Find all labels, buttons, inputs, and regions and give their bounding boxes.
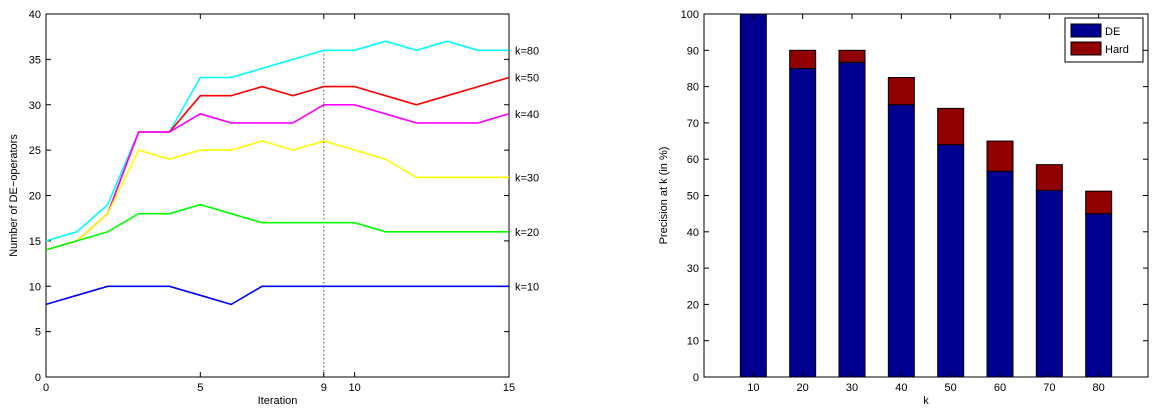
legend-label-hard: Hard (1105, 44, 1129, 56)
y-tick-label: 40 (687, 227, 699, 239)
bar-hard-k30 (838, 49, 866, 63)
line-chart: 0 5 10 15 20 25 30 35 40 0 5 9 10 15 k=80 k=50 k=40 k=3… (8, 9, 539, 407)
x-tick-label: 20 (797, 382, 809, 394)
line-chart-x-axis-label: Iteration (258, 395, 298, 407)
y-tick-label: 0 (35, 372, 41, 384)
series-label-k-20: k=20 (515, 227, 539, 239)
series-line-k-80 (45, 40, 509, 242)
series-line-k-30 (45, 140, 509, 251)
y-tick-label: 90 (687, 45, 699, 57)
y-tick-label: 30 (29, 100, 41, 112)
series-label-k-40: k=40 (515, 109, 539, 121)
line-chart-x-ticks: 0 5 9 10 15 (43, 14, 515, 394)
bar-de-k60 (986, 170, 1014, 378)
x-tick-label: 30 (846, 382, 858, 394)
line-chart-series-labels: k=80 k=50 k=40 k=30 k=20 k=10 (515, 45, 539, 293)
x-tick-label: 70 (1043, 382, 1055, 394)
bar-chart-legend: DE Hard (1064, 17, 1144, 63)
bar-hard-k70 (1035, 164, 1063, 191)
bar-de-k10 (739, 13, 767, 378)
bar-chart-y-ticks: 0 10 20 30 40 50 60 70 80 90 100 (681, 9, 1148, 384)
bar-hard-k60 (986, 140, 1014, 172)
x-tick-label: 80 (1093, 382, 1105, 394)
legend-swatch-hard (1070, 41, 1102, 56)
bar-de-k50 (937, 144, 965, 378)
x-tick-label: 15 (503, 382, 515, 394)
bar-de-k70 (1035, 189, 1063, 378)
y-tick-label: 5 (35, 327, 41, 339)
series-label-k-10: k=10 (515, 281, 539, 293)
x-tick-label: 50 (945, 382, 957, 394)
bar-hard-k50 (937, 107, 965, 146)
x-tick-label: 60 (994, 382, 1006, 394)
y-tick-label: 10 (29, 281, 41, 293)
y-tick-label: 35 (29, 54, 41, 66)
y-tick-label: 15 (29, 236, 41, 248)
bar-chart-x-ticks: 10 20 30 40 50 60 70 80 (747, 14, 1105, 394)
y-tick-label: 0 (693, 372, 699, 384)
bar-de-k40 (887, 104, 915, 378)
bar-de-k80 (1085, 213, 1113, 378)
y-tick-label: 50 (687, 191, 699, 203)
line-chart-series (45, 40, 510, 306)
bar-chart-bars (739, 13, 1113, 378)
line-chart-axes-box (45, 13, 510, 378)
bar-chart-y-axis-label: Precision at k (in %) (658, 147, 670, 245)
series-line-k-40 (45, 104, 510, 251)
bar-hard-k80 (1085, 190, 1113, 215)
y-tick-label: 80 (687, 82, 699, 94)
line-chart-y-axis-label: Number of DE−operators (8, 134, 20, 257)
bar-de-k20 (789, 67, 817, 378)
x-tick-label: 40 (895, 382, 907, 394)
series-label-k-80: k=80 (515, 45, 539, 57)
y-tick-label: 20 (687, 299, 699, 311)
y-tick-label: 10 (687, 336, 699, 348)
bar-chart-x-axis-label: k (923, 395, 929, 407)
line-chart-y-ticks: 0 5 10 15 20 25 30 35 40 (29, 9, 509, 384)
bar-chart-axes-border (703, 13, 1149, 378)
series-label-k-30: k=30 (515, 172, 539, 184)
bar-chart-axes-box (703, 13, 1149, 378)
series-line-k-20 (45, 203, 509, 251)
bar-hard-k20 (789, 49, 817, 69)
y-tick-label: 60 (687, 154, 699, 166)
series-line-k-10 (45, 285, 509, 306)
y-tick-label: 100 (681, 9, 699, 21)
series-label-k-50: k=50 (515, 73, 539, 85)
x-tick-label: 10 (747, 382, 759, 394)
y-tick-label: 30 (687, 263, 699, 275)
x-tick-label: 0 (43, 382, 49, 394)
legend-swatch-de (1070, 23, 1102, 38)
bar-hard-k40 (887, 77, 915, 106)
x-tick-label: 10 (349, 382, 361, 394)
y-tick-label: 40 (29, 9, 41, 21)
y-tick-label: 70 (687, 118, 699, 130)
legend-label-de: DE (1105, 26, 1120, 38)
x-tick-label: 9 (321, 382, 327, 394)
x-tick-label: 5 (197, 382, 203, 394)
bar-de-k30 (838, 61, 866, 378)
y-tick-label: 25 (29, 145, 41, 157)
y-tick-label: 20 (29, 191, 41, 203)
